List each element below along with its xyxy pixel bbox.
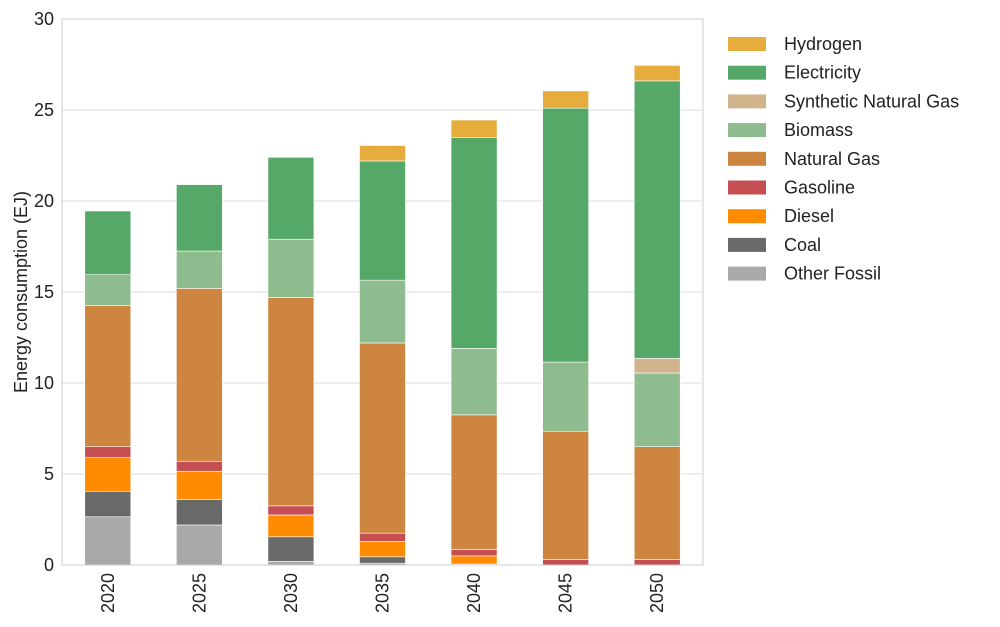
legend-swatch: [728, 123, 766, 138]
bar-segment: [84, 516, 132, 566]
y-axis-label: Energy consumption (EJ): [11, 191, 31, 393]
x-tick-label: 2020: [98, 573, 118, 613]
legend-label: Diesel: [784, 206, 834, 226]
y-tick-label: 10: [34, 373, 54, 393]
bar-segment: [633, 80, 681, 359]
legend-label: Hydrogen: [784, 34, 862, 54]
legend-swatch: [728, 266, 766, 281]
bar-segment: [450, 348, 498, 416]
bar-segment: [542, 430, 589, 560]
legend-label: Electricity: [784, 63, 861, 83]
bar-segment: [267, 536, 315, 562]
bar-segment: [450, 414, 498, 550]
bar-segment: [176, 288, 223, 462]
bar-segment: [267, 505, 315, 516]
legend-label: Biomass: [784, 120, 853, 140]
x-tick-label: 2025: [189, 573, 209, 613]
bar-segment: [450, 555, 498, 565]
bar-segment: [542, 107, 589, 363]
legend-label: Other Fossil: [784, 264, 881, 284]
bar-segment: [176, 250, 223, 289]
bar-segment: [359, 145, 406, 162]
legend-swatch: [728, 237, 766, 252]
bar-segment: [267, 297, 315, 507]
bar-segment: [542, 559, 589, 566]
bar-segment: [450, 119, 498, 138]
bar-segment: [450, 549, 498, 557]
y-tick-label: 20: [34, 191, 54, 211]
bar-segment: [359, 342, 406, 534]
bar-segment: [84, 210, 132, 276]
bar-segment: [84, 274, 132, 306]
y-tick-label: 5: [44, 464, 54, 484]
x-tick-label: 2050: [647, 573, 667, 613]
legend-label: Coal: [784, 235, 821, 255]
bar-segment: [633, 358, 681, 374]
legend-swatch: [728, 65, 766, 80]
x-tick-label: 2045: [556, 573, 576, 613]
legend-label: Synthetic Natural Gas: [784, 91, 959, 111]
x-tick-label: 2030: [281, 573, 301, 613]
bar-segment: [176, 524, 223, 566]
x-tick-label: 2035: [373, 573, 393, 613]
bar-segment: [359, 532, 406, 542]
legend-swatch: [728, 37, 766, 51]
bar-segment: [267, 157, 315, 240]
bar-segment: [84, 305, 132, 447]
bar-segment: [359, 556, 406, 564]
y-tick-label: 25: [34, 100, 54, 120]
bar-segment: [359, 541, 406, 558]
bar-segment: [542, 361, 589, 432]
bar-segment: [176, 470, 223, 500]
y-tick-label: 30: [34, 9, 54, 29]
bar-segment: [633, 65, 681, 82]
bar-segment: [359, 279, 406, 344]
legend-label: Gasoline: [784, 178, 855, 198]
plot-frame: [61, 18, 704, 566]
bar-segment: [84, 446, 132, 458]
legend-swatch: [728, 209, 766, 224]
bars: [84, 65, 681, 566]
bar-segment: [633, 446, 681, 560]
bar-segment: [450, 137, 498, 349]
legend: Hydrogen Electricity Synthetic Natural Gas…: [728, 34, 959, 284]
legend-label: Natural Gas: [784, 149, 880, 169]
legend-swatch: [728, 151, 766, 166]
x-tick-label: 2040: [464, 573, 484, 613]
bar-segment: [84, 457, 132, 492]
bar-segment: [359, 160, 406, 281]
bar-segment: [84, 490, 132, 518]
bar-segment: [542, 90, 589, 109]
y-tick-label: 0: [44, 555, 54, 575]
legend-swatch: [728, 180, 766, 195]
bar-segment: [176, 184, 223, 252]
bar-segment: [176, 499, 223, 526]
bar-segment: [267, 238, 315, 298]
bar-segment: [267, 561, 315, 566]
y-tick-label: 15: [34, 282, 54, 302]
bar-segment: [633, 372, 681, 447]
bar-segment: [633, 559, 681, 566]
bar-segment: [267, 514, 315, 538]
bar-segment: [176, 460, 223, 472]
legend-swatch: [728, 94, 766, 109]
